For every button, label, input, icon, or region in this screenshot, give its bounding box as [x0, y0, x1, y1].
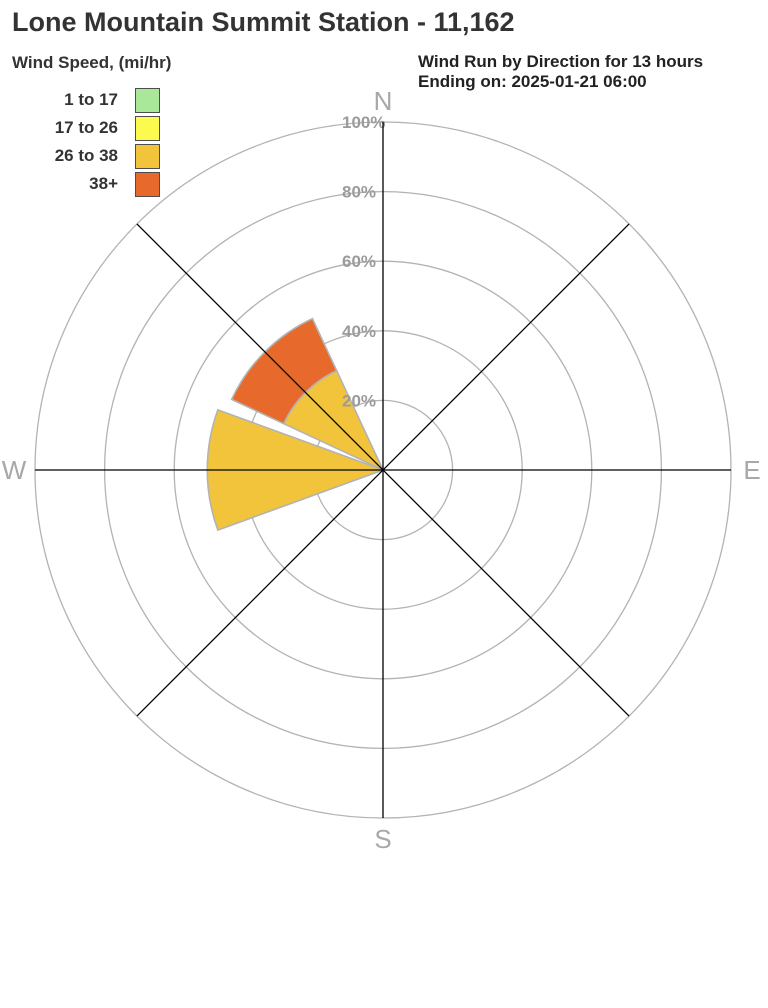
- compass-label-n: N: [374, 86, 393, 116]
- legend-title: Wind Speed, (mi/hr): [12, 53, 172, 72]
- legend-item-label: 38+: [89, 174, 118, 193]
- legend-item-label: 1 to 17: [64, 90, 118, 109]
- radial-tick-label: 20%: [342, 391, 376, 410]
- legend-swatch-orange: [135, 171, 160, 197]
- legend-item-label: 26 to 38: [54, 146, 118, 165]
- chart-subtitle: Ending on: 2025-01-21 06:00: [418, 72, 647, 91]
- radial-tick-label: 40%: [342, 322, 376, 341]
- legend-item: 1 to 17: [12, 86, 160, 114]
- chart-title: Wind Run by Direction for 13 hours: [418, 52, 704, 71]
- wind-speed-legend: 1 to 17 17 to 26 26 to 38 38+: [12, 86, 160, 198]
- radial-tick-label: 60%: [342, 252, 376, 271]
- compass-label-e: E: [743, 455, 760, 485]
- compass-label-w: W: [2, 455, 27, 485]
- compass-label-s: S: [374, 824, 391, 854]
- legend-item-label: 17 to 26: [54, 118, 118, 137]
- legend-item: 38+: [12, 170, 160, 198]
- radial-tick-label: 80%: [342, 183, 376, 202]
- legend-swatch-gold: [135, 143, 160, 169]
- axis-line: [136, 223, 630, 717]
- legend-item: 17 to 26: [12, 114, 160, 142]
- radial-tick-label: 100%: [342, 113, 385, 132]
- legend-swatch-green: [135, 87, 160, 113]
- page-title: Lone Mountain Summit Station - 11,162: [12, 7, 515, 37]
- chart-header: Wind Run by Direction for 13 hours Endin…: [418, 52, 703, 92]
- legend-swatch-yellow: [135, 115, 160, 141]
- legend-item: 26 to 38: [12, 142, 160, 170]
